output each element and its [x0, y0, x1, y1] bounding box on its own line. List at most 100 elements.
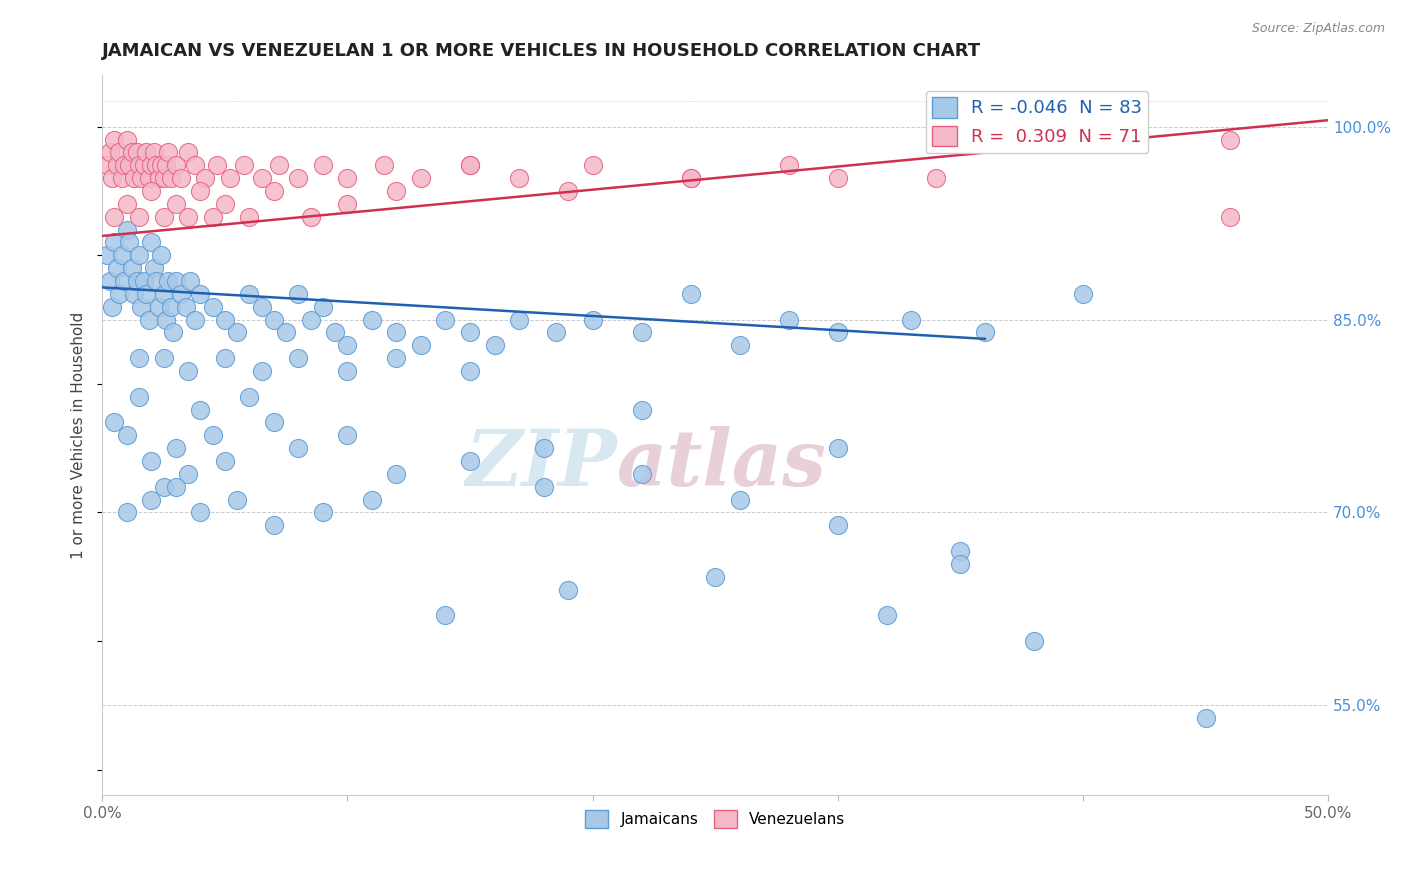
Point — [207, 158, 229, 172]
Point — [827, 171, 849, 186]
Point — [188, 506, 211, 520]
Point — [434, 608, 457, 623]
Point — [152, 286, 174, 301]
Point — [118, 235, 141, 250]
Point — [1194, 711, 1216, 725]
Point — [160, 171, 183, 186]
Point — [458, 326, 481, 340]
Point — [150, 248, 173, 262]
Point — [165, 158, 187, 172]
Point — [96, 248, 118, 262]
Point — [98, 274, 121, 288]
Point — [827, 326, 849, 340]
Point — [201, 300, 224, 314]
Point — [177, 145, 200, 160]
Point — [101, 300, 124, 314]
Point — [434, 312, 457, 326]
Point — [704, 570, 727, 584]
Text: JAMAICAN VS VENEZUELAN 1 OR MORE VEHICLES IN HOUSEHOLD CORRELATION CHART: JAMAICAN VS VENEZUELAN 1 OR MORE VEHICLE… — [103, 42, 981, 60]
Point — [385, 351, 408, 365]
Point — [263, 312, 285, 326]
Point — [250, 364, 273, 378]
Point — [1071, 132, 1094, 146]
Point — [949, 557, 972, 571]
Point — [142, 261, 165, 276]
Point — [155, 312, 177, 326]
Point — [115, 196, 138, 211]
Point — [827, 441, 849, 455]
Point — [925, 171, 948, 186]
Point — [778, 312, 800, 326]
Point — [128, 390, 150, 404]
Point — [238, 390, 260, 404]
Point — [111, 248, 134, 262]
Point — [630, 326, 652, 340]
Point — [145, 274, 167, 288]
Point — [1219, 132, 1241, 146]
Point — [165, 441, 187, 455]
Point — [581, 158, 603, 172]
Point — [152, 171, 174, 186]
Point — [250, 171, 273, 186]
Point — [132, 158, 155, 172]
Point — [148, 171, 170, 186]
Point — [165, 274, 187, 288]
Point — [125, 274, 148, 288]
Point — [728, 492, 751, 507]
Point — [103, 132, 125, 146]
Point — [458, 454, 481, 468]
Point — [336, 171, 359, 186]
Point — [233, 158, 256, 172]
Point — [323, 326, 346, 340]
Point — [122, 286, 145, 301]
Point — [131, 171, 153, 186]
Point — [108, 286, 131, 301]
Point — [179, 274, 201, 288]
Point — [533, 441, 555, 455]
Point — [138, 312, 160, 326]
Point — [1071, 286, 1094, 301]
Point — [1071, 120, 1094, 134]
Point — [409, 338, 432, 352]
Point — [484, 338, 506, 352]
Point — [201, 210, 224, 224]
Point — [138, 171, 160, 186]
Point — [184, 158, 207, 172]
Point — [170, 171, 193, 186]
Point — [201, 428, 224, 442]
Point — [194, 171, 217, 186]
Legend: Jamaicans, Venezuelans: Jamaicans, Venezuelans — [579, 804, 851, 835]
Point — [214, 312, 236, 326]
Point — [157, 274, 180, 288]
Point — [101, 171, 124, 186]
Point — [876, 608, 898, 623]
Point — [287, 351, 309, 365]
Point — [112, 158, 135, 172]
Point — [299, 312, 322, 326]
Point — [148, 300, 170, 314]
Point — [361, 312, 384, 326]
Point — [287, 171, 309, 186]
Point — [679, 286, 702, 301]
Point — [155, 158, 177, 172]
Point — [177, 467, 200, 481]
Point — [131, 300, 153, 314]
Point — [312, 506, 335, 520]
Point — [581, 312, 603, 326]
Point — [949, 544, 972, 558]
Y-axis label: 1 or more Vehicles in Household: 1 or more Vehicles in Household — [72, 311, 86, 559]
Point — [177, 210, 200, 224]
Point — [263, 518, 285, 533]
Point — [132, 274, 155, 288]
Point — [152, 480, 174, 494]
Point — [218, 171, 240, 186]
Point — [630, 467, 652, 481]
Point — [312, 158, 335, 172]
Point — [188, 184, 211, 198]
Point — [162, 326, 184, 340]
Point — [141, 454, 163, 468]
Point — [336, 338, 359, 352]
Point — [361, 492, 384, 507]
Point — [557, 582, 579, 597]
Point — [142, 145, 165, 160]
